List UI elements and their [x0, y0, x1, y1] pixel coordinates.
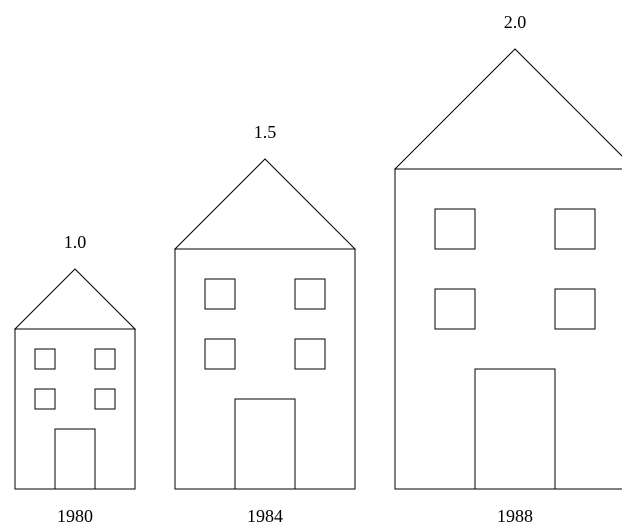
house-roof [393, 48, 622, 170]
window [554, 208, 596, 250]
house-roof [173, 158, 357, 250]
window [204, 338, 236, 370]
x-tick-label: 1984 [247, 506, 283, 526]
value-label: 1.0 [64, 232, 87, 252]
x-tick-label: 1980 [57, 506, 93, 526]
window [294, 278, 326, 310]
window [34, 388, 56, 410]
window [34, 348, 56, 370]
window [94, 388, 116, 410]
window [94, 348, 116, 370]
door [234, 398, 296, 490]
house-roof [13, 268, 137, 330]
x-tick-label: 1988 [497, 506, 533, 526]
value-label: 2.0 [504, 12, 527, 32]
value-label: 1.5 [254, 122, 277, 142]
house-body [14, 328, 136, 490]
house-body [174, 248, 356, 490]
door [54, 428, 96, 490]
window [554, 288, 596, 330]
window [204, 278, 236, 310]
window [434, 288, 476, 330]
door [474, 368, 556, 490]
window [434, 208, 476, 250]
window [294, 338, 326, 370]
